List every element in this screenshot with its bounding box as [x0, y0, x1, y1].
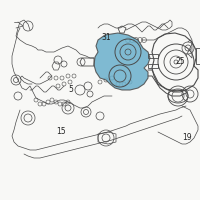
Text: 25: 25	[175, 58, 185, 66]
Text: 19: 19	[182, 132, 192, 142]
Text: 5: 5	[69, 84, 73, 94]
Text: 31: 31	[101, 32, 111, 42]
Polygon shape	[94, 33, 150, 90]
Text: 15: 15	[56, 127, 66, 136]
